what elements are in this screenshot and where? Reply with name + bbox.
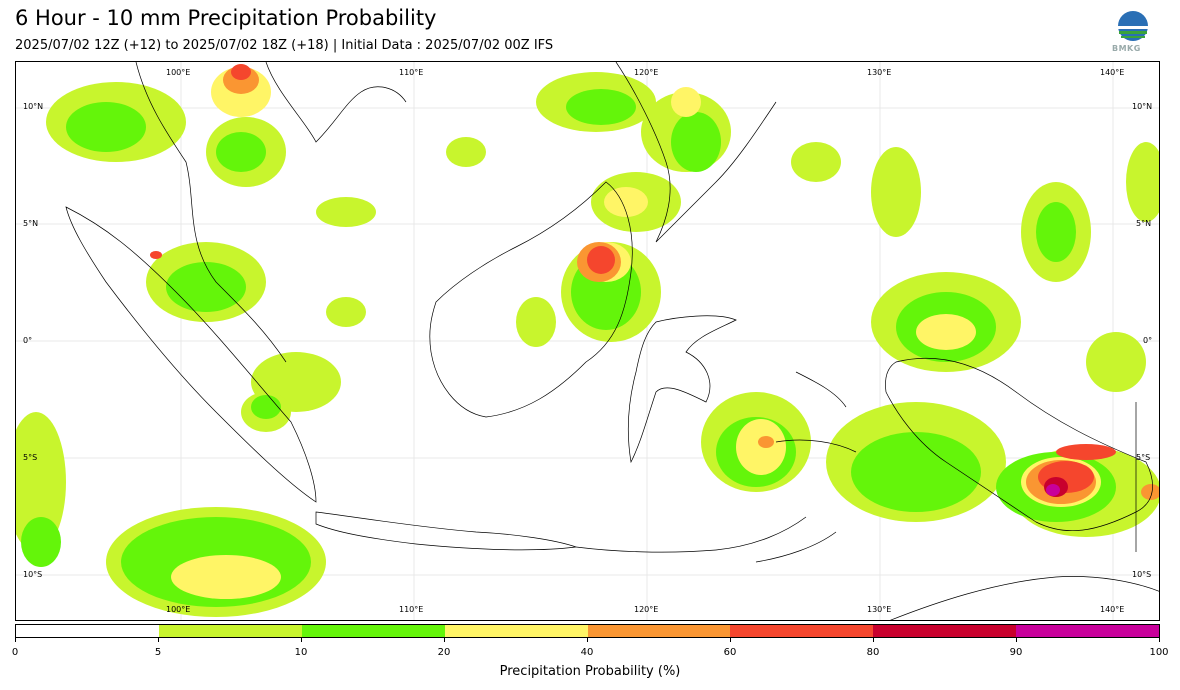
lon-label-top: 130°E bbox=[867, 68, 892, 77]
colorbar-segment bbox=[587, 625, 731, 637]
lon-label-bottom: 130°E bbox=[867, 605, 892, 614]
graticule bbox=[16, 62, 1159, 620]
colorbar-tickmark bbox=[587, 638, 588, 642]
lat-label-left: 0° bbox=[23, 336, 33, 345]
colorbar-segment bbox=[730, 625, 874, 637]
colorbar-tick-label: 5 bbox=[154, 647, 162, 658]
lon-label-top: 120°E bbox=[634, 68, 659, 77]
precipitation-field bbox=[16, 64, 1159, 617]
lon-label-top: 100°E bbox=[166, 68, 191, 77]
page-subtitle: 2025/07/02 12Z (+12) to 2025/07/02 18Z (… bbox=[15, 38, 554, 53]
colorbar-tickmark bbox=[1159, 638, 1160, 642]
colorbar bbox=[15, 624, 1160, 638]
precipitation-map: 100°E 110°E 120°E 130°E 140°E 100°E 110°… bbox=[15, 61, 1160, 621]
lon-label-bottom: 110°E bbox=[399, 605, 424, 614]
colorbar-segment bbox=[158, 625, 302, 637]
logo-text: BMKG bbox=[1112, 44, 1141, 53]
lat-label-right: 5°S bbox=[1136, 453, 1151, 462]
colorbar-segment bbox=[444, 625, 588, 637]
colorbar-tickmark bbox=[158, 638, 159, 642]
colorbar-tick-label: 100 bbox=[1149, 647, 1169, 658]
colorbar-tick-label: 90 bbox=[1009, 647, 1023, 658]
colorbar-segment bbox=[301, 625, 445, 637]
lat-label-right: 10°S bbox=[1132, 570, 1152, 579]
map-canvas bbox=[16, 62, 1159, 620]
colorbar-label: Precipitation Probability (%) bbox=[499, 664, 681, 679]
colorbar-tick-label: 20 bbox=[437, 647, 451, 658]
lat-label-left: 10°S bbox=[23, 570, 43, 579]
colorbar-segment bbox=[873, 625, 1017, 637]
lat-label-right: 10°N bbox=[1132, 102, 1153, 111]
lon-label-bottom: 140°E bbox=[1100, 605, 1125, 614]
lon-label-bottom: 120°E bbox=[634, 605, 659, 614]
colorbar-tickmark bbox=[301, 638, 302, 642]
page-title: 6 Hour - 10 mm Precipitation Probability bbox=[15, 6, 437, 30]
colorbar-tickmark bbox=[15, 638, 16, 642]
colorbar-tick-label: 80 bbox=[866, 647, 880, 658]
lon-label-top: 110°E bbox=[399, 68, 424, 77]
colorbar-tickmark bbox=[1016, 638, 1017, 642]
lat-label-right: 0° bbox=[1143, 336, 1153, 345]
colorbar-tick-label: 60 bbox=[723, 647, 737, 658]
colorbar-tickmark bbox=[873, 638, 874, 642]
bmkg-logo-icon bbox=[1118, 11, 1148, 41]
colorbar-tickmark bbox=[444, 638, 445, 642]
lat-label-left: 5°S bbox=[23, 453, 38, 462]
colorbar-tick-label: 40 bbox=[580, 647, 594, 658]
colorbar-tick-label: 10 bbox=[294, 647, 308, 658]
lat-label-left: 5°N bbox=[23, 219, 39, 228]
colorbar-tick-label: 0 bbox=[11, 647, 19, 658]
colorbar-segment bbox=[1016, 625, 1159, 637]
lat-label-left: 10°N bbox=[23, 102, 44, 111]
colorbar-tickmark bbox=[730, 638, 731, 642]
coastlines bbox=[65, 62, 1159, 620]
lon-label-top: 140°E bbox=[1100, 68, 1125, 77]
colorbar-segment bbox=[16, 625, 159, 637]
lat-label-right: 5°N bbox=[1136, 219, 1152, 228]
lon-label-bottom: 100°E bbox=[166, 605, 191, 614]
